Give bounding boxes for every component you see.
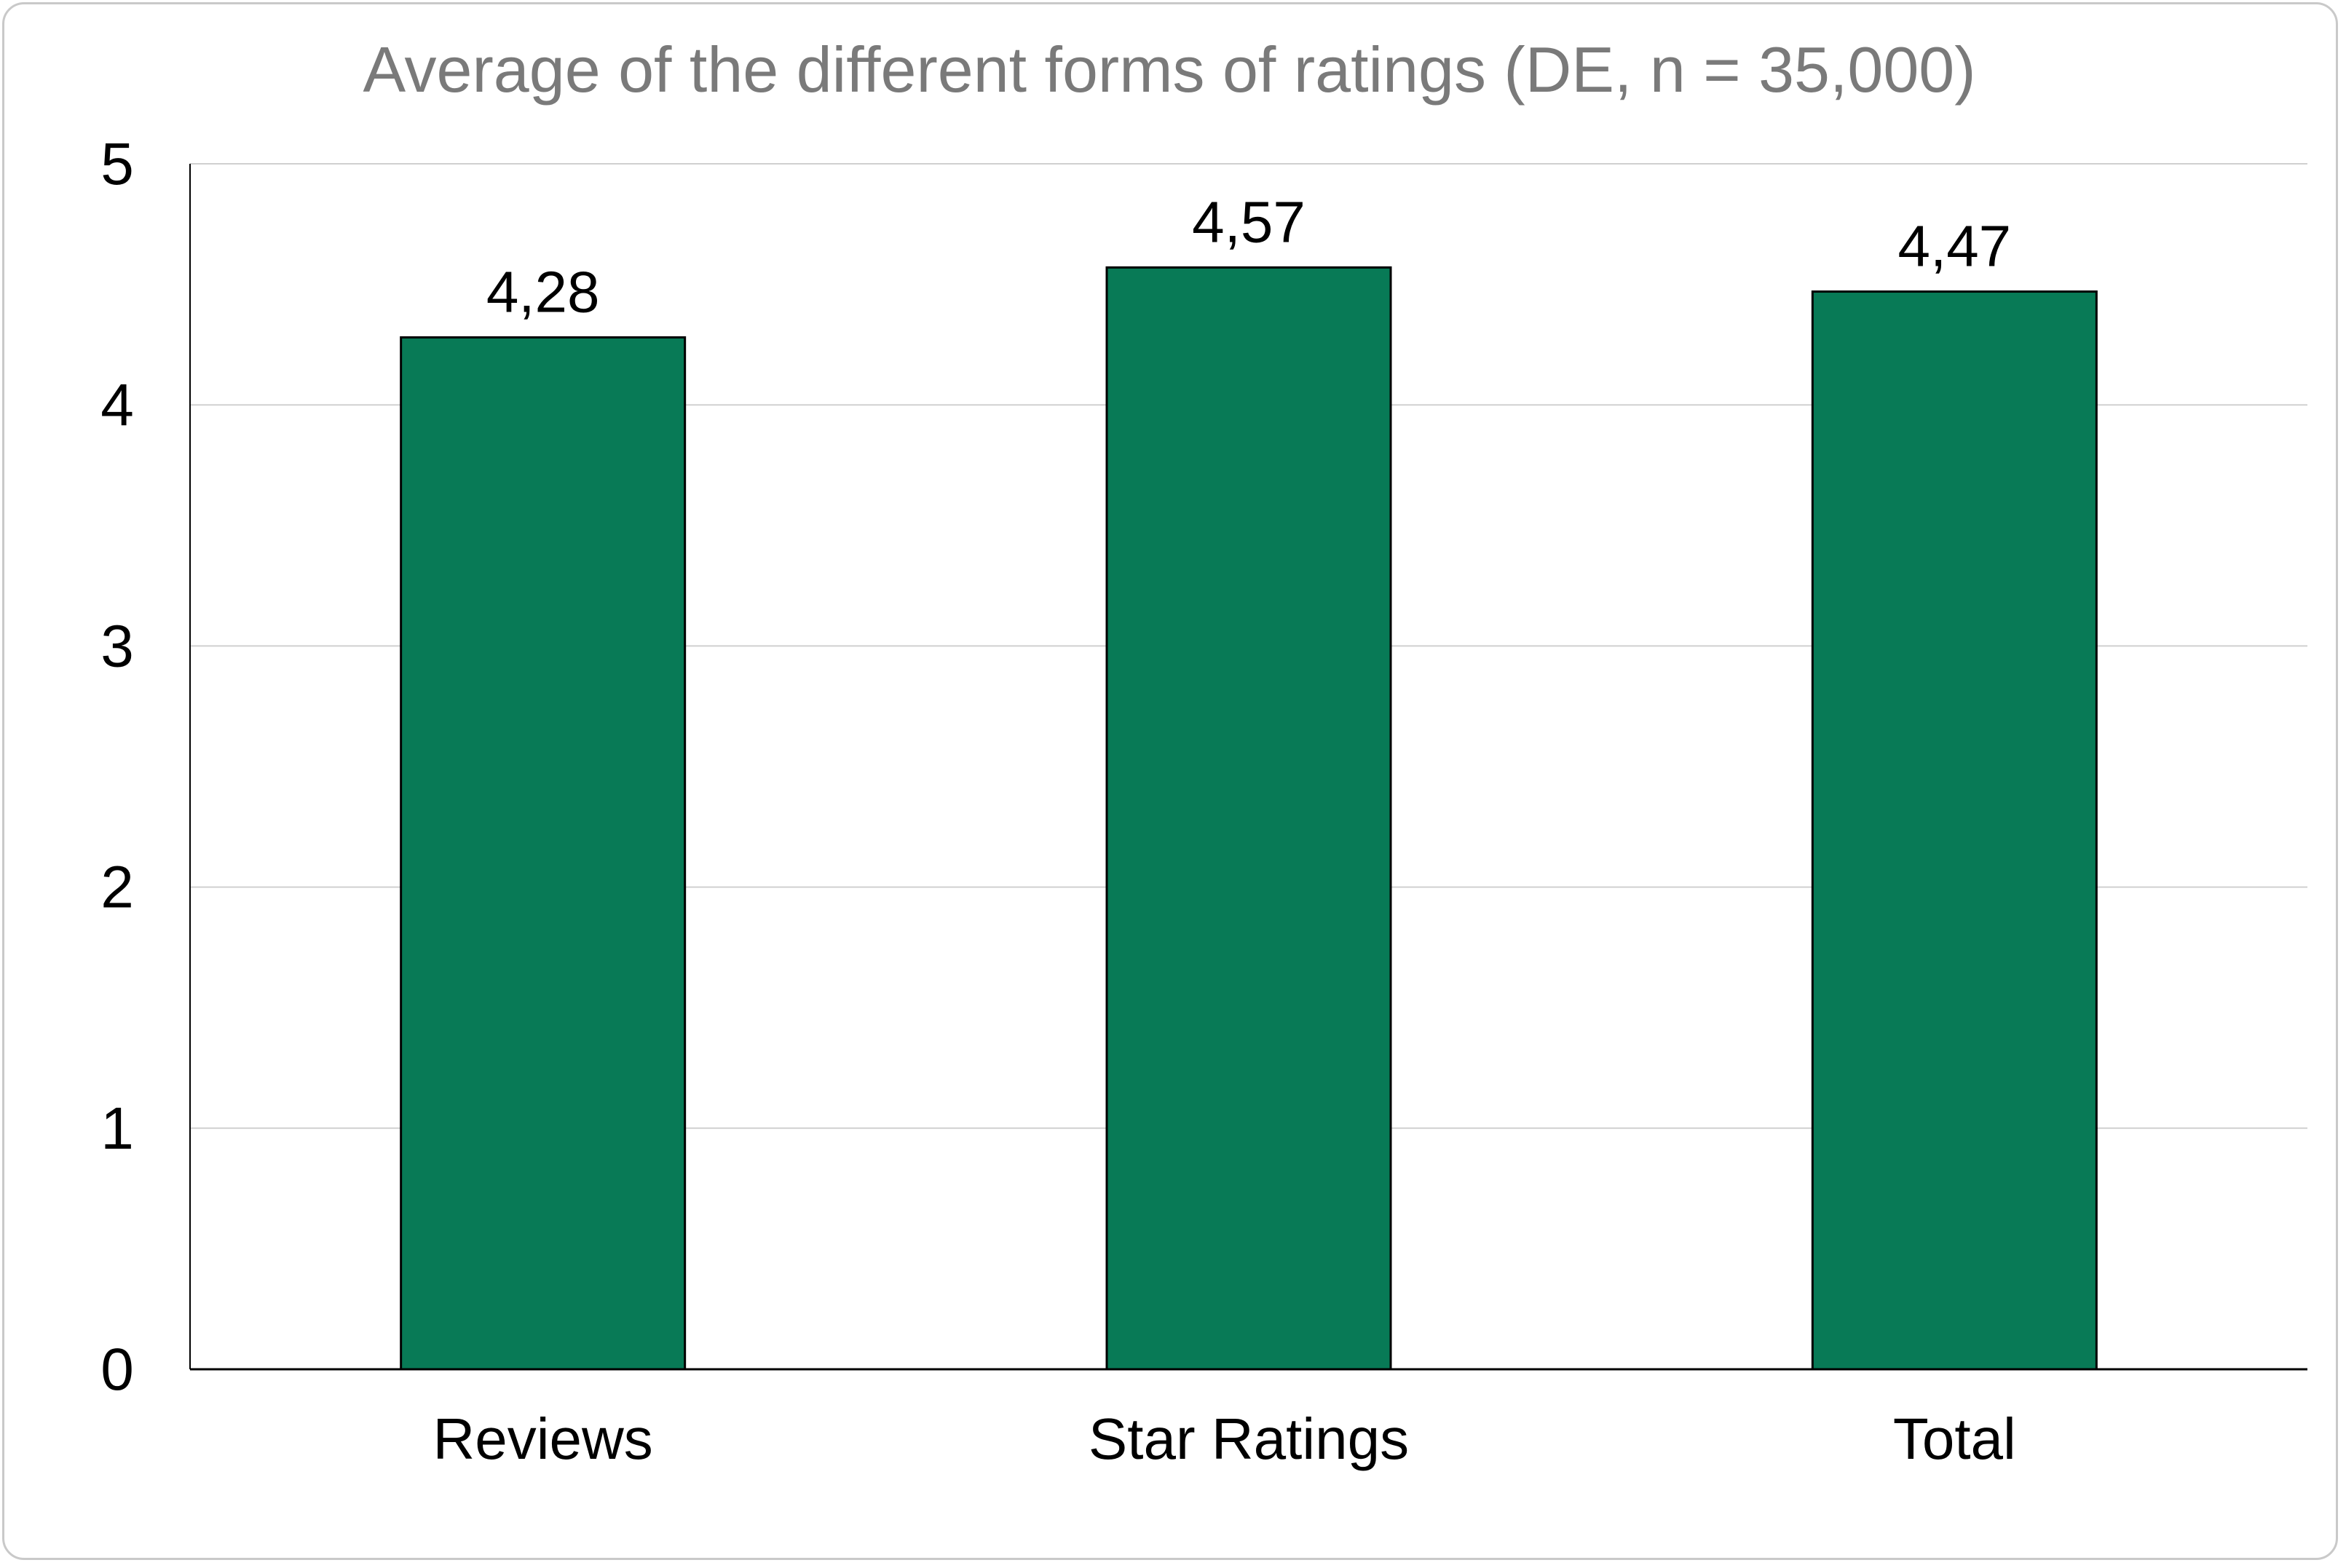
y-tick-label: 3 [100, 613, 134, 679]
bar-chart: Average of the different forms of rating… [100, 33, 2307, 1471]
data-label: 4,47 [1897, 214, 2011, 279]
bar-star-ratings [1105, 266, 1392, 1371]
data-label: 4,57 [1192, 189, 1306, 254]
bar-reviews [400, 336, 687, 1371]
y-tick-label: 2 [100, 855, 134, 921]
y-tick-label: 4 [100, 372, 134, 438]
x-tick-label: Total [1893, 1406, 2016, 1471]
axes [189, 164, 2307, 1371]
data-label: 4,28 [486, 259, 600, 324]
y-axis-ticks: 0 1 2 3 4 5 [100, 131, 134, 1403]
y-tick-label: 0 [100, 1337, 134, 1403]
x-axis-categories: Reviews Star Ratings Total [433, 1406, 2016, 1471]
bars [400, 266, 2098, 1371]
data-labels: 4,28 4,57 4,47 [486, 189, 2011, 324]
x-tick-label: Star Ratings [1089, 1406, 1409, 1471]
chart-title: Average of the different forms of rating… [363, 33, 1975, 106]
bar-total [1811, 290, 2098, 1371]
x-tick-label: Reviews [433, 1406, 653, 1471]
y-tick-label: 5 [100, 131, 134, 197]
y-tick-label: 1 [100, 1096, 134, 1162]
